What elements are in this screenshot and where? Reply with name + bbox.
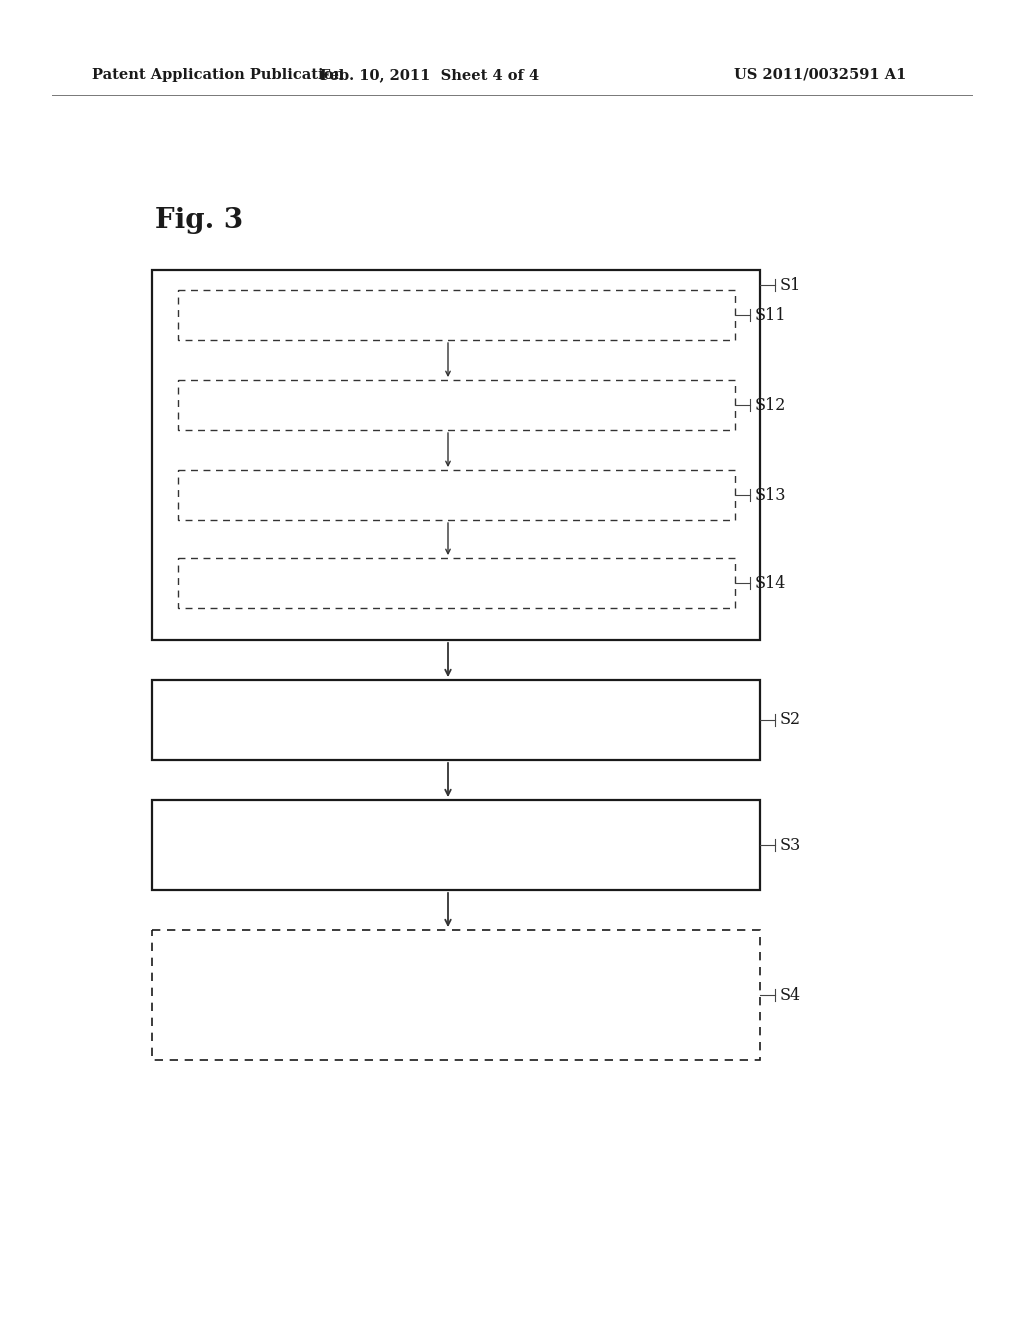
Text: S2: S2: [780, 711, 801, 729]
Text: S3: S3: [780, 837, 801, 854]
Text: Patent Application Publication: Patent Application Publication: [92, 69, 344, 82]
Bar: [152, 800, 760, 890]
Text: S11: S11: [755, 306, 786, 323]
Text: Feb. 10, 2011  Sheet 4 of 4: Feb. 10, 2011 Sheet 4 of 4: [321, 69, 540, 82]
Text: US 2011/0032591 A1: US 2011/0032591 A1: [734, 69, 906, 82]
Bar: [178, 470, 735, 520]
Bar: [178, 290, 735, 341]
Text: S12: S12: [755, 396, 786, 413]
Bar: [152, 931, 760, 1060]
Text: Fig. 3: Fig. 3: [155, 206, 243, 234]
Text: S1: S1: [780, 276, 801, 293]
Text: S13: S13: [755, 487, 786, 503]
Bar: [178, 558, 735, 609]
Text: S4: S4: [780, 986, 801, 1003]
Text: S14: S14: [755, 574, 786, 591]
Bar: [152, 271, 760, 640]
Bar: [152, 680, 760, 760]
Bar: [178, 380, 735, 430]
